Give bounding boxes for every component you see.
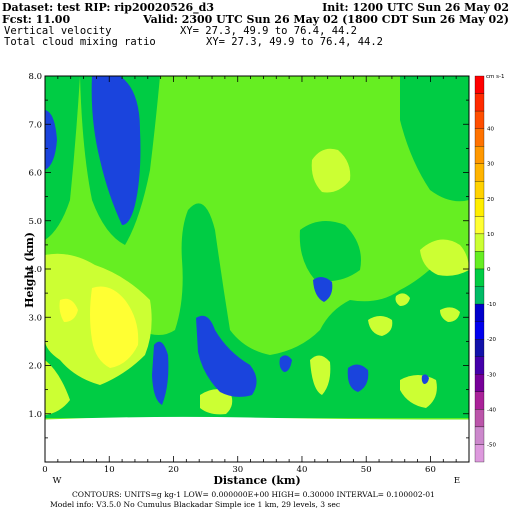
lg-region-bottom-right: [310, 355, 331, 395]
x-axis-label: Distance (km): [213, 474, 300, 487]
colorbar-bin: [474, 75, 485, 94]
colorbar-bin: [474, 303, 485, 322]
colorbar-bin: [474, 181, 485, 199]
x-tick-label: 20: [168, 465, 179, 475]
colorbar-bin: [474, 268, 485, 287]
field-blue-regions: [45, 76, 429, 405]
x-tick-label: 30: [232, 465, 243, 475]
colorbar-level-label: -20: [487, 337, 496, 343]
var2-xy: XY= 27.3, 49.9 to 76.4, 44.2: [206, 36, 383, 48]
colorbar-bin: [474, 163, 485, 182]
dataset-line: Dataset: test RIP: rip20020526_d3: [2, 1, 214, 15]
y-tick-label: 2.0: [28, 362, 42, 372]
y-region-left: [90, 286, 139, 368]
colorbar-level-label: 20: [487, 197, 494, 203]
colorbar-level-label: 30: [487, 162, 494, 168]
x-tick-label: 50: [361, 465, 372, 475]
plot-area: 0 10 20 30 40 50 60 1.0 2.0 3.0 4.0 5.0 6.0 7.0 8.0: [28, 72, 470, 475]
colorbar-bin: [474, 356, 485, 375]
colorbar-bin: [474, 110, 485, 129]
axis-ticks: 0 10 20 30 40 50 60 1.0 2.0 3.0 4.0 5.0 6.0 7.0 8.0: [28, 72, 470, 475]
b-region-left-low: [152, 341, 169, 405]
colorbar-bin: [474, 321, 485, 340]
fcst-line: Fcst: 11.00: [2, 13, 70, 26]
colorbar-bin: [474, 216, 485, 235]
b-region-left-edge: [45, 110, 57, 170]
colorbar-bin: [474, 409, 485, 428]
footer-model-line: Model info: V3.5.0 No Cumulus Blackadar …: [50, 500, 340, 509]
x-tick-label: 10: [104, 465, 115, 475]
x-tick-label: 60: [425, 465, 436, 475]
colorbar-bin: [474, 146, 485, 164]
b-region-right-low: [347, 364, 369, 392]
lg-region-bottom-right2: [400, 375, 437, 408]
b-region-small: [279, 355, 292, 372]
valid-line: Valid: 2300 UTC Sun 26 May 02 (1800 CDT …: [142, 13, 509, 26]
lg-region-left-low: [45, 360, 70, 415]
x-end-label-east: E: [454, 476, 460, 486]
x-end-label-west: W: [53, 476, 62, 486]
colorbar-level-label: -30: [487, 372, 496, 378]
y-tick-label: 5.0: [28, 217, 42, 227]
terrain-mask: [45, 416, 469, 462]
init-line: Init: 1200 UTC Sun 26 May 02: [322, 1, 509, 14]
dg-region-left-top: [45, 76, 80, 240]
b-region-center: [196, 315, 257, 397]
colorbar-level-label: -40: [487, 407, 496, 413]
y-tick-label: 1.0: [28, 410, 42, 420]
dg-region-center-column: [45, 203, 469, 418]
colorbar-bin: [474, 251, 485, 270]
y-tick-label: 3.0: [28, 313, 42, 323]
colorbar-bin: [474, 233, 485, 252]
colorbar-bin: [474, 198, 485, 217]
x-tick-label: 40: [297, 465, 308, 475]
colorbar-bin: [474, 444, 485, 463]
colorbar-level-label: -50: [487, 442, 496, 448]
y-tick-label: 7.0: [28, 120, 42, 130]
lg-region-right-mid: [420, 239, 469, 276]
colorbar-level-label: 0: [487, 267, 491, 273]
field-yellow-regions: [59, 286, 139, 368]
y-region-left-small: [59, 298, 78, 322]
lg-region-small-c: [440, 307, 460, 322]
y-tick-label: 4.0: [28, 265, 42, 275]
var1-name: Vertical velocity: [4, 25, 111, 37]
colorbar-bin: [474, 391, 485, 410]
b-region-tiny: [421, 374, 429, 384]
var1-xy: XY= 27.3, 49.9 to 76.4, 44.2: [180, 25, 357, 37]
colorbar-units: cm s-1: [486, 74, 504, 80]
colorbar-bin: [474, 426, 485, 445]
var2-name: Total cloud mixing ratio: [4, 36, 156, 48]
y-tick-label: 8.0: [28, 72, 42, 82]
b-region-right-mid: [313, 276, 333, 302]
footer-contours-line: CONTOURS: UNITS=g kg-1 LOW= 0.000000E+00…: [72, 490, 435, 499]
colorbar-bin: [474, 93, 485, 112]
colorbar-level-label: 40: [487, 127, 494, 133]
colorbar-bin: [474, 339, 485, 357]
y-axis-label: Height (km): [23, 232, 36, 308]
colorbar-level-label: -10: [487, 302, 496, 308]
dg-region-right-top: [400, 76, 469, 202]
y-tick-label: 6.0: [28, 169, 42, 179]
lg-region-upper-right: [311, 148, 351, 193]
b-region-upper: [91, 76, 141, 225]
colorbar-bin: [474, 128, 485, 147]
dg-region-right-band: [299, 221, 361, 282]
lg-region-small-b: [395, 293, 410, 306]
colorbar-level-label: 10: [487, 232, 494, 238]
lg-region-small-a: [368, 316, 393, 336]
colorbar-bin: [474, 374, 485, 392]
lg-region-bottom-mid: [200, 389, 233, 415]
x-tick-label: 0: [42, 465, 47, 475]
colorbar-bin: [474, 286, 485, 305]
colorbar: cm s-1 40 30 20 10 0 -10 -20 -30 -40 -50: [474, 74, 504, 463]
